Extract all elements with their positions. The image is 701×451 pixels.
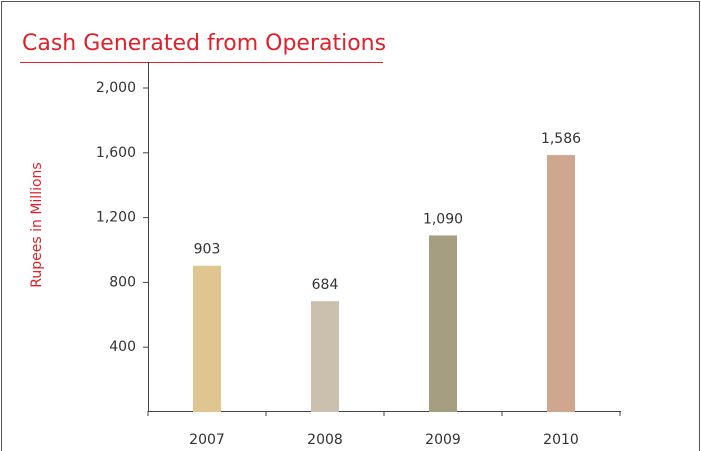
bar (311, 301, 339, 412)
y-tick-label: 2,000 (96, 80, 136, 96)
data-label: 903 (194, 242, 221, 258)
x-tick-label: 2007 (189, 432, 225, 448)
y-tick-label: 400 (109, 339, 136, 355)
y-tick-label: 800 (109, 274, 136, 290)
data-label: 684 (312, 277, 339, 293)
x-tick-label: 2008 (307, 432, 343, 448)
bar (429, 235, 457, 412)
data-label: 1,586 (541, 131, 581, 147)
y-tick-label: 1,600 (96, 145, 136, 161)
data-label: 1,090 (423, 211, 463, 227)
bar (547, 155, 575, 412)
bar (193, 265, 221, 412)
x-tick-label: 2010 (543, 432, 579, 448)
x-tick-label: 2009 (425, 432, 461, 448)
chart-title: Cash Generated from Operations (22, 31, 386, 56)
y-tick-label: 1,200 (96, 210, 136, 226)
y-axis-label: Rupees in Millions (29, 162, 45, 287)
